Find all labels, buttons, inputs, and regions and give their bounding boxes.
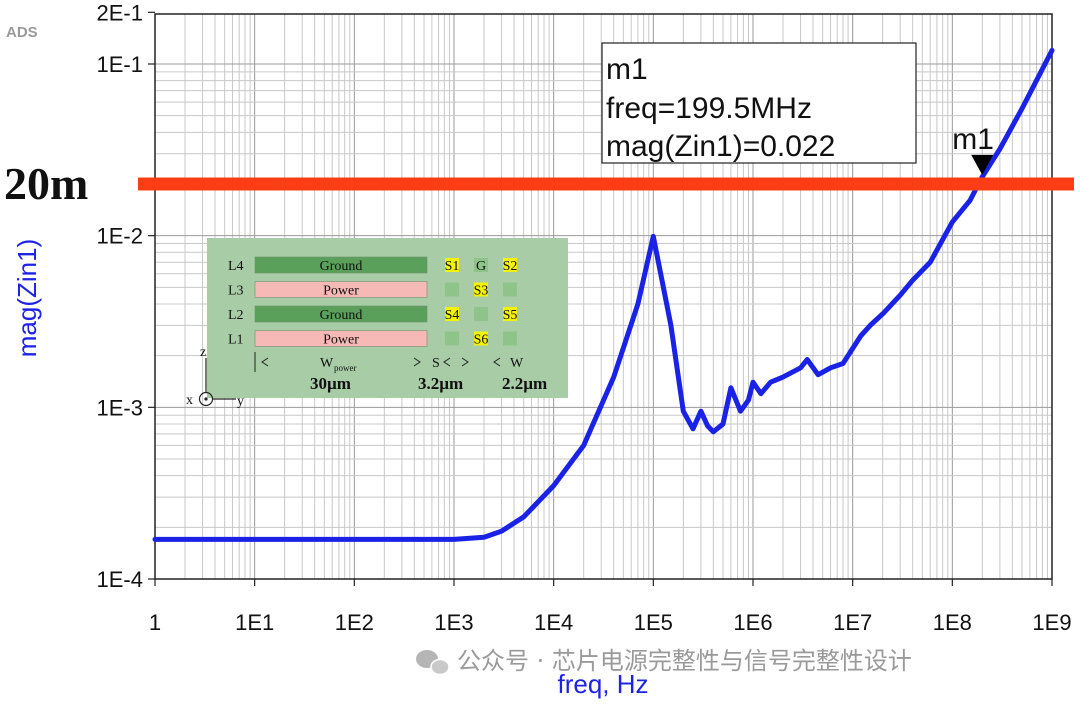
signal-cell (503, 282, 517, 297)
signal-cell (474, 331, 488, 346)
axis-x-symbol (198, 391, 214, 407)
layer-band-label: Ground (320, 259, 363, 274)
y-tick-label: 1E-3 (97, 395, 143, 420)
y-tick-label: 1E-2 (97, 224, 143, 249)
signal-cell-label: S6 (474, 333, 489, 348)
signal-cell (503, 307, 517, 321)
x-tick-label: 1E5 (634, 610, 673, 635)
dim-s: S (432, 356, 440, 371)
dim-arrow-w (493, 357, 501, 367)
dim-arrows-s (443, 357, 469, 367)
layer-label: L3 (228, 284, 244, 299)
signal-cell (474, 307, 488, 321)
signal-cell-label: S4 (445, 308, 460, 323)
x-tick-label: 1 (149, 610, 161, 635)
layer-band (254, 281, 428, 298)
reference-line-label: 20m (4, 158, 88, 209)
layer-band-label: Power (323, 284, 359, 299)
signal-cell-label: S1 (445, 259, 460, 274)
dim-w-power-sub: power (334, 363, 357, 373)
axis-y-label: y (237, 394, 244, 409)
signal-cell (503, 331, 517, 346)
marker-label: m1 (952, 123, 994, 156)
x-tick-label: 1E1 (235, 610, 274, 635)
plot-frame (154, 13, 1053, 580)
ads-logo: ADS (6, 24, 38, 41)
signal-cell (445, 307, 459, 321)
layer-band (254, 305, 428, 323)
dim-w: W (510, 356, 524, 371)
signal-cell-label: G (476, 259, 486, 274)
marker-readout-line-2: freq=199.5MHz (606, 92, 812, 125)
watermark-text: 公众号 · 芯片电源完整性与信号完整性设计 (457, 647, 912, 675)
layer-band (254, 330, 428, 347)
x-tick-label: 1E3 (434, 610, 473, 635)
layer-label: L1 (228, 333, 244, 348)
signal-cell (474, 282, 488, 297)
y-axis-title: mag(Zin1) (12, 239, 42, 357)
signal-cell-label: S2 (503, 259, 518, 274)
signal-cell (445, 282, 459, 297)
signal-cell (474, 258, 488, 272)
layer-label: L2 (228, 308, 244, 323)
axis-x-label: x (186, 393, 193, 408)
x-tick-label: 1E4 (534, 610, 573, 635)
signal-cell (445, 258, 459, 272)
axis-z-label: z (200, 345, 206, 360)
x-axis-title: freq, Hz (557, 669, 648, 699)
x-tick-label: 1E2 (335, 610, 374, 635)
x-tick-label: 1E7 (833, 610, 872, 635)
dim-arrow-right (413, 357, 421, 367)
wechat-icon (416, 650, 450, 676)
signal-cell-label: S5 (503, 308, 518, 323)
signal-cell-label: S3 (474, 284, 489, 299)
layer-band-label: Ground (320, 308, 363, 323)
tick-labels: 1 1E1 1E2 1E3 1E4 1E5 1E6 1E7 1E8 1E9 1E-4 1E-3 1E-2… (97, 0, 1072, 635)
x-tick-label: 1E9 (1032, 610, 1071, 635)
x-tick-label: 1E6 (733, 610, 772, 635)
axis-x-dot (204, 397, 208, 401)
signal-cell (503, 258, 517, 272)
dim-value-power: 30µm (310, 374, 351, 393)
dim-arrow-left (261, 357, 269, 367)
y-tick-label: 1E-1 (97, 52, 143, 77)
marker-triangle (971, 154, 994, 175)
marker-readout-line-3: mag(Zin1)=0.022 (606, 130, 835, 163)
y-tick-label: 2E-1 (97, 0, 143, 25)
layer-label: L4 (228, 259, 244, 274)
layer-band-label: Power (323, 333, 359, 348)
marker-readout-line-1: m1 (606, 53, 648, 86)
signal-cell (445, 331, 459, 346)
marker-readout-box: m1 freq=199.5MHz mag(Zin1)=0.022 (601, 42, 917, 164)
watermark: 公众号 · 芯片电源完整性与信号完整性设计 (416, 647, 912, 676)
dim-w-power: W (320, 356, 334, 371)
stackup-inset: L4 Ground S1 G S2 L3 Power S3 L2 Ground S4 S5 L1 Powe… (186, 238, 568, 409)
series-line (152, 47, 1055, 542)
layer-band (254, 256, 428, 274)
dim-value-w: 2.2µm (502, 374, 547, 393)
x-tick-label: 1E8 (933, 610, 972, 635)
dim-value-s: 3.2µm (418, 374, 463, 393)
y-tick-label: 1E-4 (97, 567, 143, 592)
